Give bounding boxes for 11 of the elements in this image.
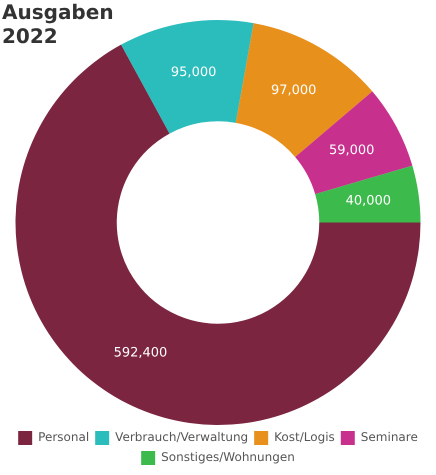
data-label: 592,400 [114, 345, 168, 360]
legend-label: Sonstiges/Wohnungen [161, 450, 295, 464]
legend-label: Kost/Logis [274, 430, 335, 444]
legend-label: Seminare [360, 430, 418, 444]
chart-title: Ausgaben 2022 [2, 0, 114, 48]
data-label: 97,000 [270, 83, 316, 98]
data-label: 95,000 [170, 64, 216, 80]
data-label: 59,000 [328, 142, 374, 158]
data-label: 40,000 [346, 193, 392, 208]
legend-label: Verbrauch/Verwaltung [115, 430, 248, 444]
legend-label: Personal [38, 430, 90, 444]
